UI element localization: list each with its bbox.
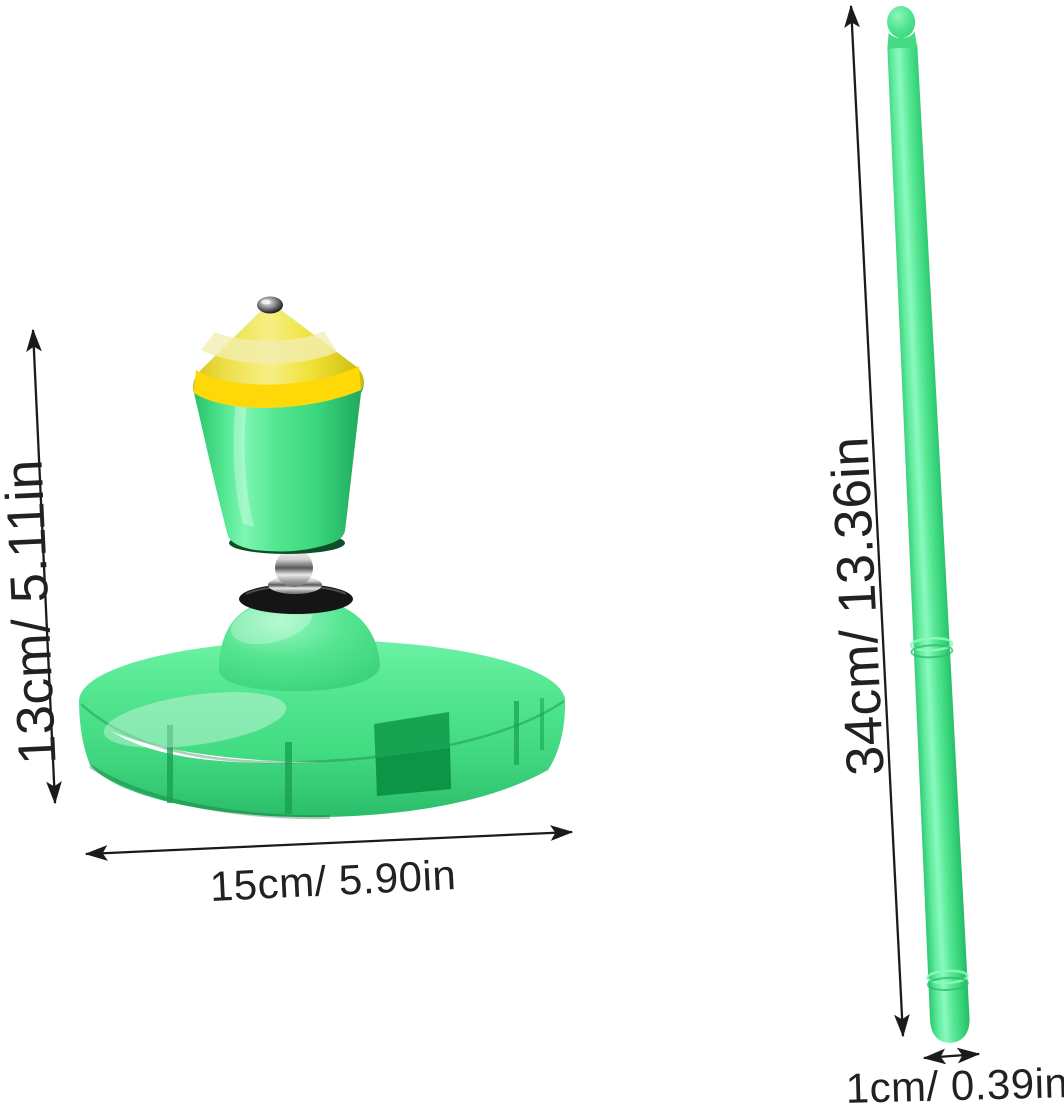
- dimension-arrows: [26, 4, 981, 1065]
- stick-diameter-label: 1cm/ 0.39in: [845, 1059, 1064, 1107]
- stick-ring-lower: [926, 969, 969, 985]
- top-cone-body-highlight: [233, 400, 254, 527]
- top-diameter-arrow: [84, 825, 574, 861]
- stick-diameter-arrow: [922, 1047, 981, 1065]
- stick-ring-upper: [909, 636, 954, 652]
- top-rim-slit: [167, 725, 173, 803]
- stick-ring-lower-shadow: [926, 976, 969, 991]
- top-dome-hub: [218, 598, 381, 692]
- top-base-bottom-lip: [88, 764, 331, 820]
- top-base-gloss: [103, 692, 287, 748]
- stick-length-arrow: [844, 4, 910, 1038]
- top-height-arrow: [26, 328, 62, 805]
- top-axle-ball: [275, 549, 313, 587]
- stick-ring-upper-shadow: [910, 644, 954, 659]
- top-rim-window-shade: [376, 748, 451, 796]
- top-cone-pale-stripe: [201, 331, 337, 364]
- top-rim-slit: [514, 701, 519, 765]
- top-tip-bead-highlight: [261, 299, 271, 305]
- top-rim-slit: [540, 698, 544, 750]
- spinning-top-figure: [79, 296, 566, 820]
- hand-stick-figure: [887, 6, 970, 1043]
- top-tip-bead: [257, 296, 283, 314]
- stick-knob: [887, 6, 916, 39]
- top-rim-slit: [285, 742, 292, 814]
- top-black-ring: [239, 584, 353, 614]
- top-base-crease-line: [80, 699, 565, 764]
- top-cone-yellow-band: [194, 366, 361, 408]
